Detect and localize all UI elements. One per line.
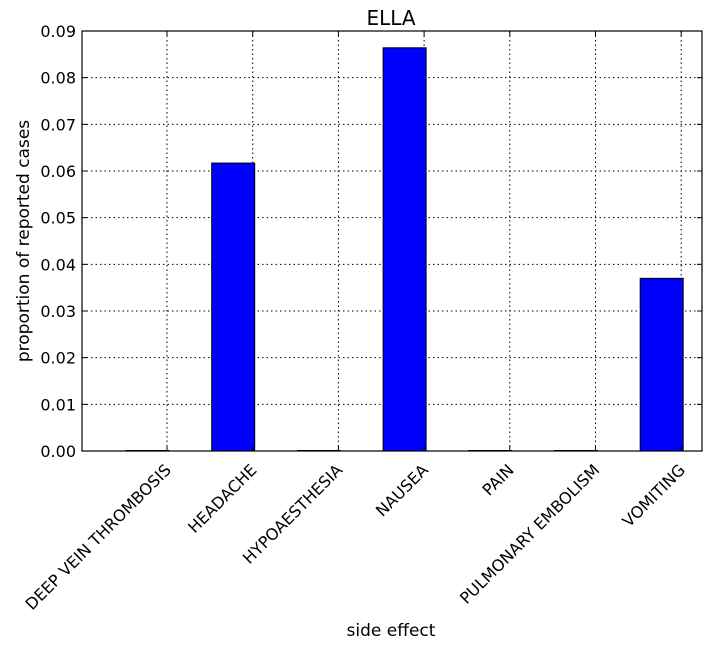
y-tick-label: 0.03 [40,302,76,321]
y-tick-label: 0.02 [40,349,76,368]
y-tick-label: 0.01 [40,395,76,414]
y-tick-label: 0.09 [40,22,76,41]
x-tick-label: PULMONARY EMBOLISM [456,460,603,607]
x-tick-label: VOMITING [619,460,689,530]
chart-title: ELLA [366,6,415,30]
bar [382,47,427,452]
y-tick-label: 0.07 [40,115,76,134]
x-axis-label: side effect [347,621,436,641]
bar [211,162,256,452]
y-tick-label: 0.06 [40,162,76,181]
y-tick-label: 0.04 [40,255,76,274]
y-tick-label: 0.08 [40,69,76,88]
bars [125,47,684,452]
plot-frame [81,30,703,452]
y-axis-label: proportion of reported cases [14,120,34,362]
axes: 0.00 0.01 0.02 0.03 0.04 0.05 0.06 0.07 0.08 0.09… [22,22,702,614]
x-tick-label: DEEP VEIN THROMBOSIS [22,460,175,613]
x-tick-label: HEADACHE [184,460,260,536]
bar [639,277,684,452]
x-tick-label: PAIN [479,460,518,499]
x-tick-label: NAUSEA [372,460,432,520]
y-tick-label: 0.00 [40,442,76,461]
y-tick-label: 0.05 [40,209,76,228]
